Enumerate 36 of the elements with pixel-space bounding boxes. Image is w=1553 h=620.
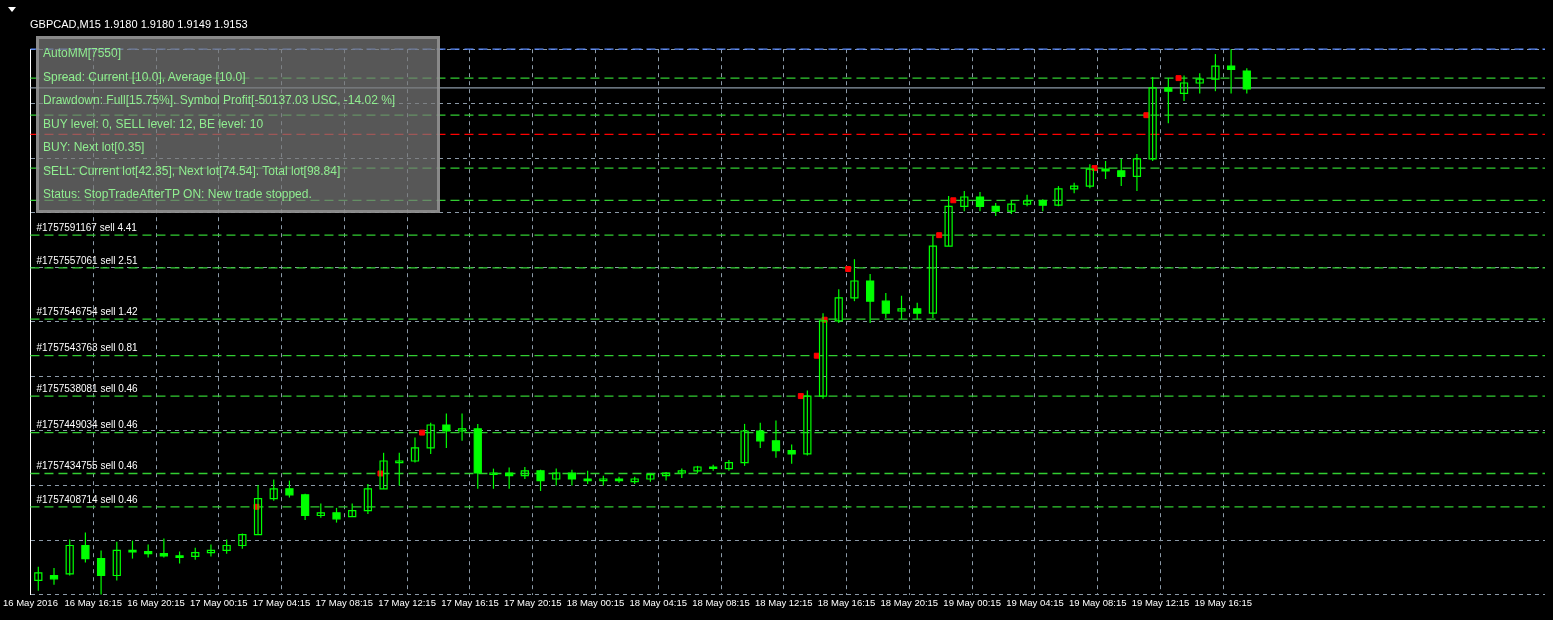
chart-title: GBPCAD,M15 1.9180 1.9180 1.9149 1.9153: [30, 17, 248, 30]
ref-line-label: #1757408714 sell 0.46: [36, 493, 139, 505]
ref-line-label: #1757591167 sell 4.41: [36, 221, 138, 233]
x-tick-label: 18 May 04:15: [629, 596, 688, 608]
x-tick-label: 18 May 12:15: [755, 596, 813, 608]
x-tick-label: 17 May 20:15: [503, 596, 562, 608]
annotation: Drawdown: Full[15.75%]. Symbol Profit[-50137.03 USC, -14.02 %]: [43, 92, 397, 109]
x-tick-label: 16 May 20:15: [127, 596, 185, 608]
x-tick-label: 17 May 04:15: [252, 596, 311, 608]
x-tick-label: 19 May 00:15: [943, 596, 1001, 608]
annotation: SELL: Current lot[42.35], Next lot[74.54]. Total lot[98.84]: [43, 162, 342, 180]
ref-line-label: #1757546754 sell 1.42: [36, 305, 139, 317]
x-tick-label: 18 May 20:15: [880, 596, 939, 608]
x-tick-label: 17 May 16:15: [441, 596, 499, 608]
x-tick-label: 17 May 08:15: [315, 596, 374, 608]
x-tick-label: 19 May 04:15: [1006, 596, 1064, 608]
x-tick-label: 17 May 00:15: [190, 596, 248, 608]
x-tick-label: 18 May 00:15: [566, 596, 625, 608]
x-tick-label: 16 May 16:15: [64, 596, 123, 608]
x-tick-label: 19 May 08:15: [1068, 596, 1127, 608]
annotation: BUY level: 0, SELL level: 12, BE level: 10: [43, 115, 265, 133]
ref-line-label: #1757538081 sell 0.46: [36, 382, 139, 394]
x-tick-label: 19 May 12:15: [1131, 596, 1190, 608]
x-tick-label: 19 May 16:15: [1194, 596, 1253, 608]
ref-line-label: #1757434755 sell 0.46: [36, 460, 139, 472]
x-tick-label: 18 May 08:15: [692, 596, 750, 608]
ref-line-label: #1757449034 sell 0.46: [36, 419, 139, 431]
ref-line-label: #1757543763 sell 0.81: [36, 342, 139, 354]
x-tick-label: 18 May 16:15: [817, 596, 876, 608]
annotation: AutoMM[7550]: [43, 45, 123, 62]
annotation: BUY: Next lot[0.35]: [43, 139, 146, 156]
x-tick-label: 17 May 12:15: [378, 596, 436, 608]
annotation: Status: StopTradeAfterTP ON: New trade stopped.: [43, 186, 313, 203]
annotation: Spread: Current [10.0], Average [10.0]: [43, 68, 247, 86]
x-tick-label: 16 May 2016: [2, 596, 58, 608]
ref-line-label: #1757557061 sell 2.51: [36, 254, 139, 266]
